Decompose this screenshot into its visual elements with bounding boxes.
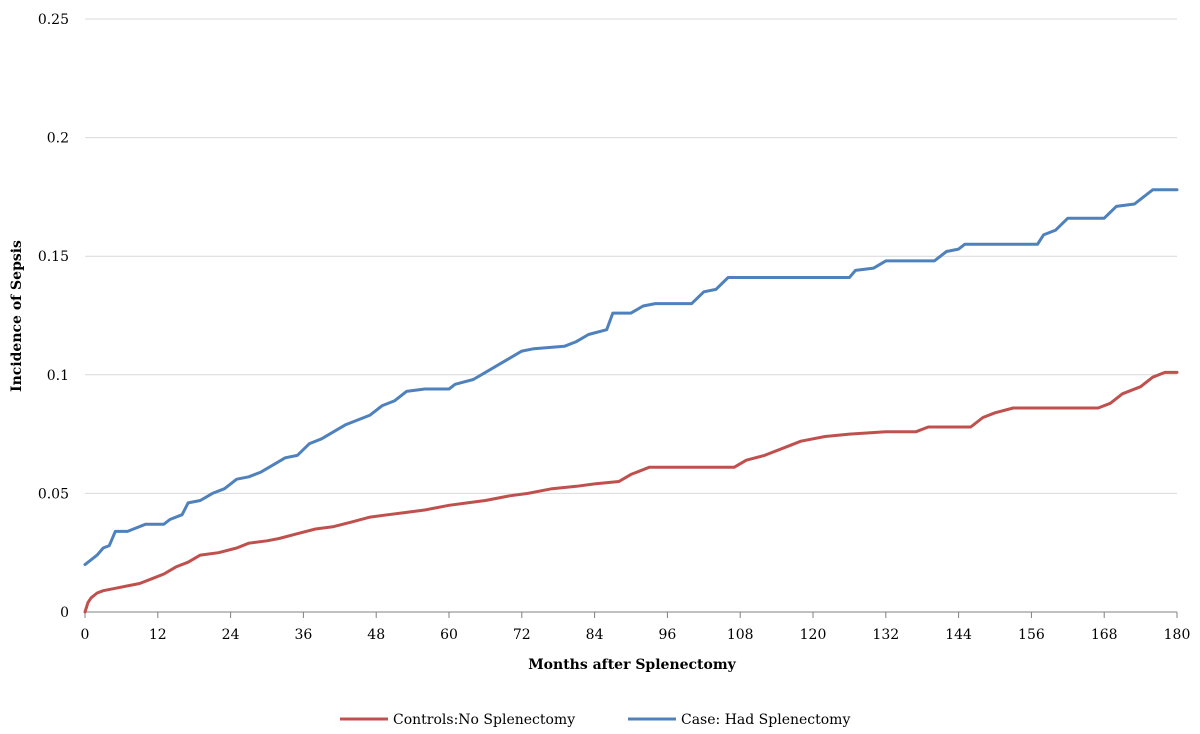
y-tick-label: 0.2	[47, 131, 69, 147]
series-line-controls	[83, 370, 1179, 614]
x-tick-label: 120	[800, 627, 827, 643]
y-axis-title: Incidence of Sepsis	[9, 240, 25, 392]
y-tick-label: 0.15	[38, 249, 69, 265]
x-tick-label: 60	[440, 627, 458, 643]
x-tick-label: 72	[513, 627, 531, 643]
tick-labels: 0 0.05 0.1 0.15 0.2 0.25 0 12 24 36 48 60 72 84 96 108 1…	[38, 12, 1191, 643]
x-tick-label: 48	[367, 627, 385, 643]
x-tick-label: 108	[727, 627, 754, 643]
x-tick-label: 36	[294, 627, 312, 643]
y-tick-label: 0	[60, 605, 69, 621]
x-tick-label: 156	[1018, 627, 1045, 643]
series-lines	[83, 188, 1179, 614]
x-tick-label: 12	[149, 627, 167, 643]
y-tick-label: 0.05	[38, 486, 69, 502]
y-tick-label: 0.25	[38, 12, 69, 28]
legend-label-controls: Controls:No Splenectomy	[393, 712, 575, 728]
x-tick-label: 0	[81, 627, 90, 643]
x-tick-label: 24	[222, 627, 240, 643]
x-tick-label: 132	[872, 627, 899, 643]
gridlines	[85, 18, 1177, 494]
x-tick-label: 168	[1091, 627, 1118, 643]
axes	[84, 611, 1178, 618]
legend-label-case: Case: Had Splenectomy	[681, 712, 850, 728]
series-line-case	[83, 188, 1179, 567]
legend: Controls:No Splenectomy Case: Had Splene…	[340, 712, 850, 728]
x-tick-label: 84	[586, 627, 604, 643]
y-tick-label: 0.1	[47, 368, 69, 384]
x-tick-label: 180	[1164, 627, 1191, 643]
x-axis-title: Months after Splenectomy	[528, 657, 736, 673]
x-tick-label: 144	[945, 627, 972, 643]
x-tick-label: 96	[658, 627, 676, 643]
